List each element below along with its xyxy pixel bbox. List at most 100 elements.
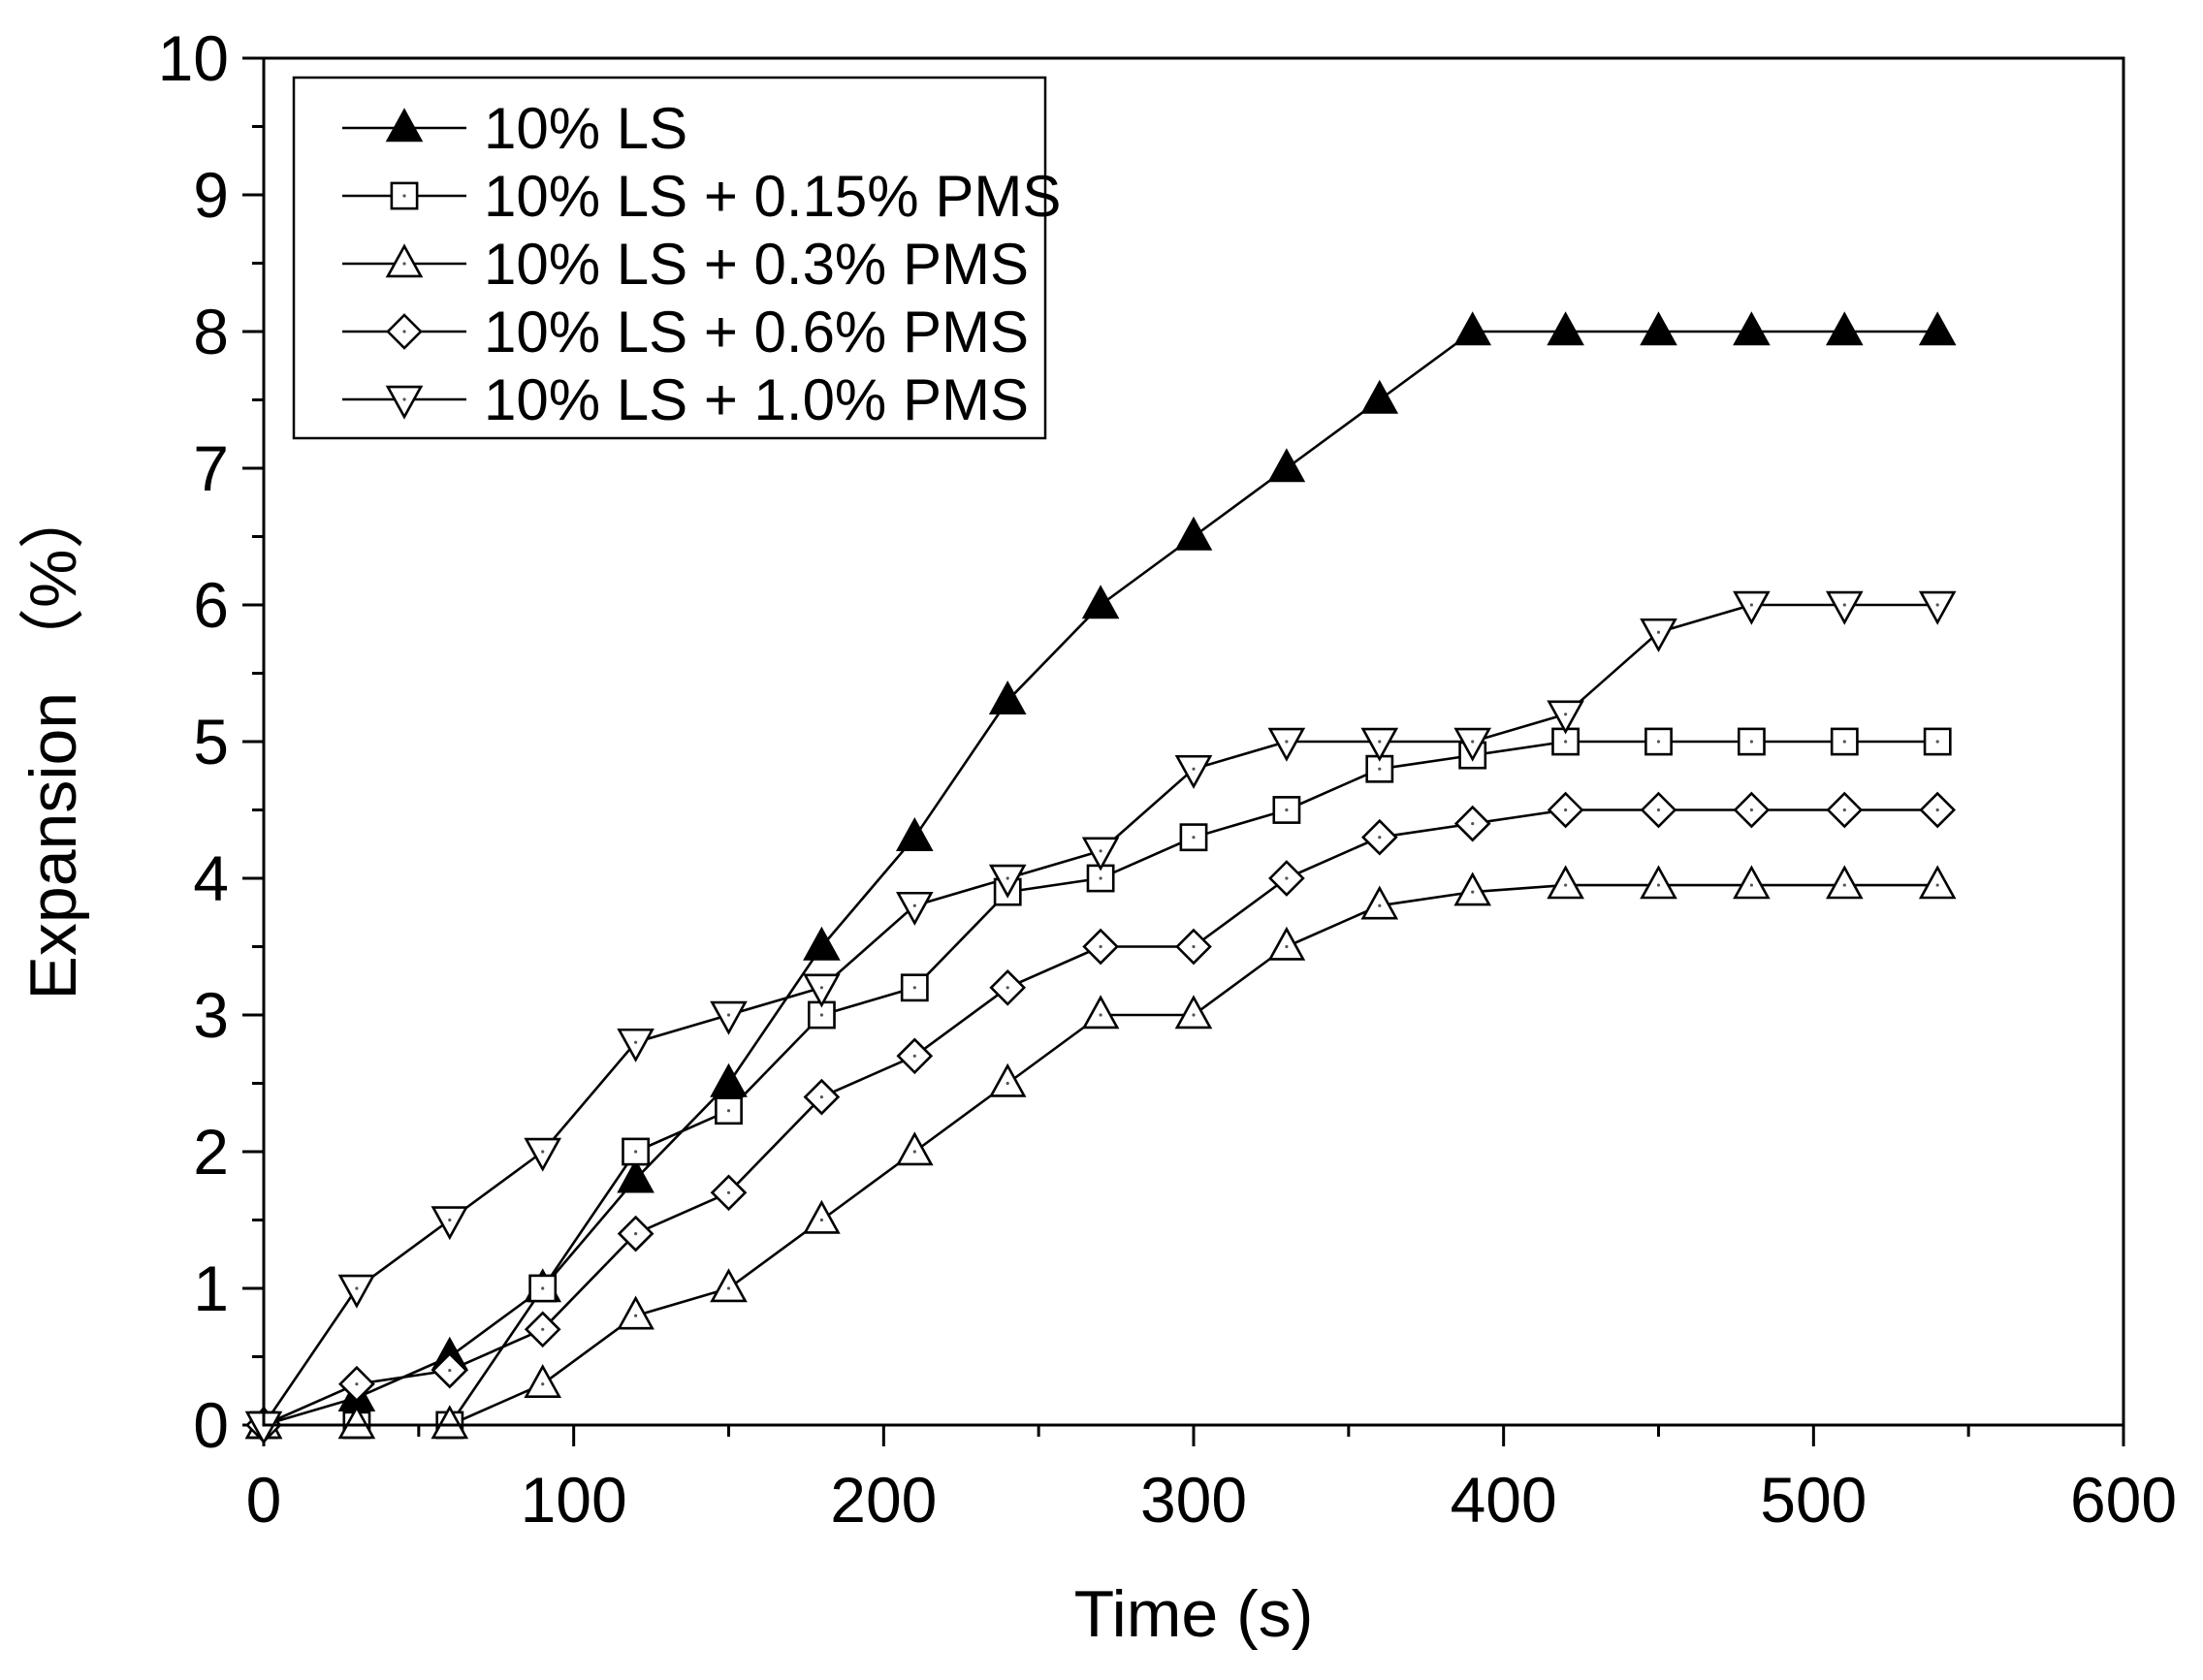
series-5-point-dot: [448, 1218, 452, 1222]
series-5-point: [617, 1028, 655, 1062]
series-5-point: [431, 1206, 469, 1241]
series-4-point-dot: [1378, 836, 1382, 840]
series-5-point: [1453, 727, 1492, 762]
series-3-point-dot: [1935, 883, 1939, 887]
y-tick-label: 1: [193, 1252, 229, 1324]
y-tick-label: 8: [193, 296, 229, 367]
legend-marker: [385, 243, 424, 278]
legend-label: 10% LS + 0.15% PMS: [484, 164, 1061, 229]
series-5-point-dot: [912, 903, 916, 907]
series-5-point-dot: [1842, 603, 1846, 607]
series-5-point-dot: [634, 1040, 638, 1044]
x-tick-label: 100: [521, 1464, 627, 1536]
series-4-point-dot: [1842, 808, 1846, 812]
series-3-point: [803, 1199, 841, 1234]
series-3-point: [1267, 926, 1306, 961]
series-4-point-dot: [1099, 944, 1102, 949]
x-tick-label: 500: [1760, 1464, 1867, 1536]
y-axis-title: Expansion （%）: [16, 484, 90, 1000]
series-2-point-dot: [634, 1150, 638, 1154]
series-3-point: [988, 1062, 1027, 1097]
legend-marker: [385, 108, 424, 143]
legend-label: 10% LS + 0.6% PMS: [484, 300, 1029, 365]
y-tick-label: 2: [193, 1116, 229, 1188]
series-3-point-dot: [1471, 890, 1475, 894]
legend-marker-dot: [402, 330, 406, 333]
series-3-point: [895, 1131, 934, 1166]
series-2-point-dot: [819, 1013, 824, 1017]
series-3-point: [524, 1364, 562, 1398]
legend-marker: [385, 385, 424, 420]
series-2-point-dot: [726, 1109, 731, 1113]
series-5-point: [337, 1274, 376, 1309]
series-2-point-dot: [541, 1286, 545, 1290]
series-5-point: [1733, 590, 1771, 625]
series-1-point: [1174, 516, 1213, 551]
series-4-point-dot: [448, 1369, 452, 1373]
series-3-point: [1360, 885, 1399, 920]
series-5-point: [1267, 727, 1306, 762]
series-3-point-dot: [634, 1314, 638, 1317]
series-2-point-dot: [1099, 876, 1102, 880]
series-3-point-dot: [912, 1150, 916, 1154]
series-1-point: [617, 1158, 655, 1193]
y-tick-label: 6: [193, 569, 229, 641]
x-tick-label: 300: [1140, 1464, 1247, 1536]
series-3-point-dot: [726, 1286, 731, 1290]
series-4-point-dot: [1935, 808, 1939, 812]
series-2-point-dot: [1935, 740, 1939, 744]
series-4-point-dot: [819, 1095, 824, 1099]
x-axis-title: Time (s): [1074, 1577, 1314, 1651]
series-2-point-dot: [1656, 740, 1661, 744]
series-3-point-dot: [1285, 944, 1289, 949]
series-3-point-dot: [1656, 883, 1661, 887]
series-2-point: [1737, 727, 1766, 756]
series-2-point: [807, 1000, 836, 1030]
series-5-point-dot: [1285, 740, 1289, 744]
series-5-point: [1174, 754, 1213, 789]
series-1-point: [1547, 311, 1584, 346]
series-5-point-dot: [1099, 849, 1102, 853]
series-3-point: [710, 1268, 748, 1303]
series-2-point-dot: [1285, 808, 1289, 812]
series-4-point-dot: [1564, 808, 1568, 812]
series-4-point-dot: [1192, 944, 1196, 949]
series-1-point: [1453, 311, 1492, 346]
series-1-point: [1267, 448, 1306, 483]
series-5-point-dot: [1006, 876, 1009, 880]
series-3-point-dot: [819, 1218, 824, 1222]
series-3-point: [1640, 865, 1677, 900]
series-markers: [244, 311, 1957, 1445]
series-1-point: [1825, 311, 1864, 346]
series-3-point: [1174, 995, 1213, 1030]
series-4-point-dot: [1006, 986, 1009, 990]
legend-label: 10% LS + 0.3% PMS: [484, 232, 1029, 297]
series-3-point-dot: [1099, 1013, 1102, 1017]
series-2-point-dot: [1564, 740, 1568, 744]
series-5-point: [1918, 590, 1957, 625]
y-tick-label: 4: [193, 842, 229, 914]
series-3-point-dot: [1749, 883, 1753, 887]
series-5-point: [1640, 618, 1677, 652]
y-tick-label: 3: [193, 979, 229, 1051]
plot-frame: [262, 56, 2125, 1427]
series-4-point-dot: [1285, 876, 1289, 880]
series-5-point-dot: [1935, 603, 1939, 607]
series-3-point-dot: [541, 1382, 545, 1386]
series-1-point: [1733, 311, 1771, 346]
legend-label: 10% LS: [484, 96, 687, 161]
series-1-point: [988, 681, 1027, 714]
series-5-point: [1825, 590, 1864, 625]
series-1-point: [1360, 379, 1399, 414]
series-5-point-dot: [1564, 713, 1568, 716]
series-5-point: [1081, 837, 1120, 872]
legend-marker-dot: [402, 194, 406, 198]
series-3-point: [1453, 872, 1492, 906]
series-3-point: [1081, 995, 1120, 1030]
series-line-4: [263, 808, 1938, 1427]
y-tick-label: 9: [193, 159, 229, 231]
